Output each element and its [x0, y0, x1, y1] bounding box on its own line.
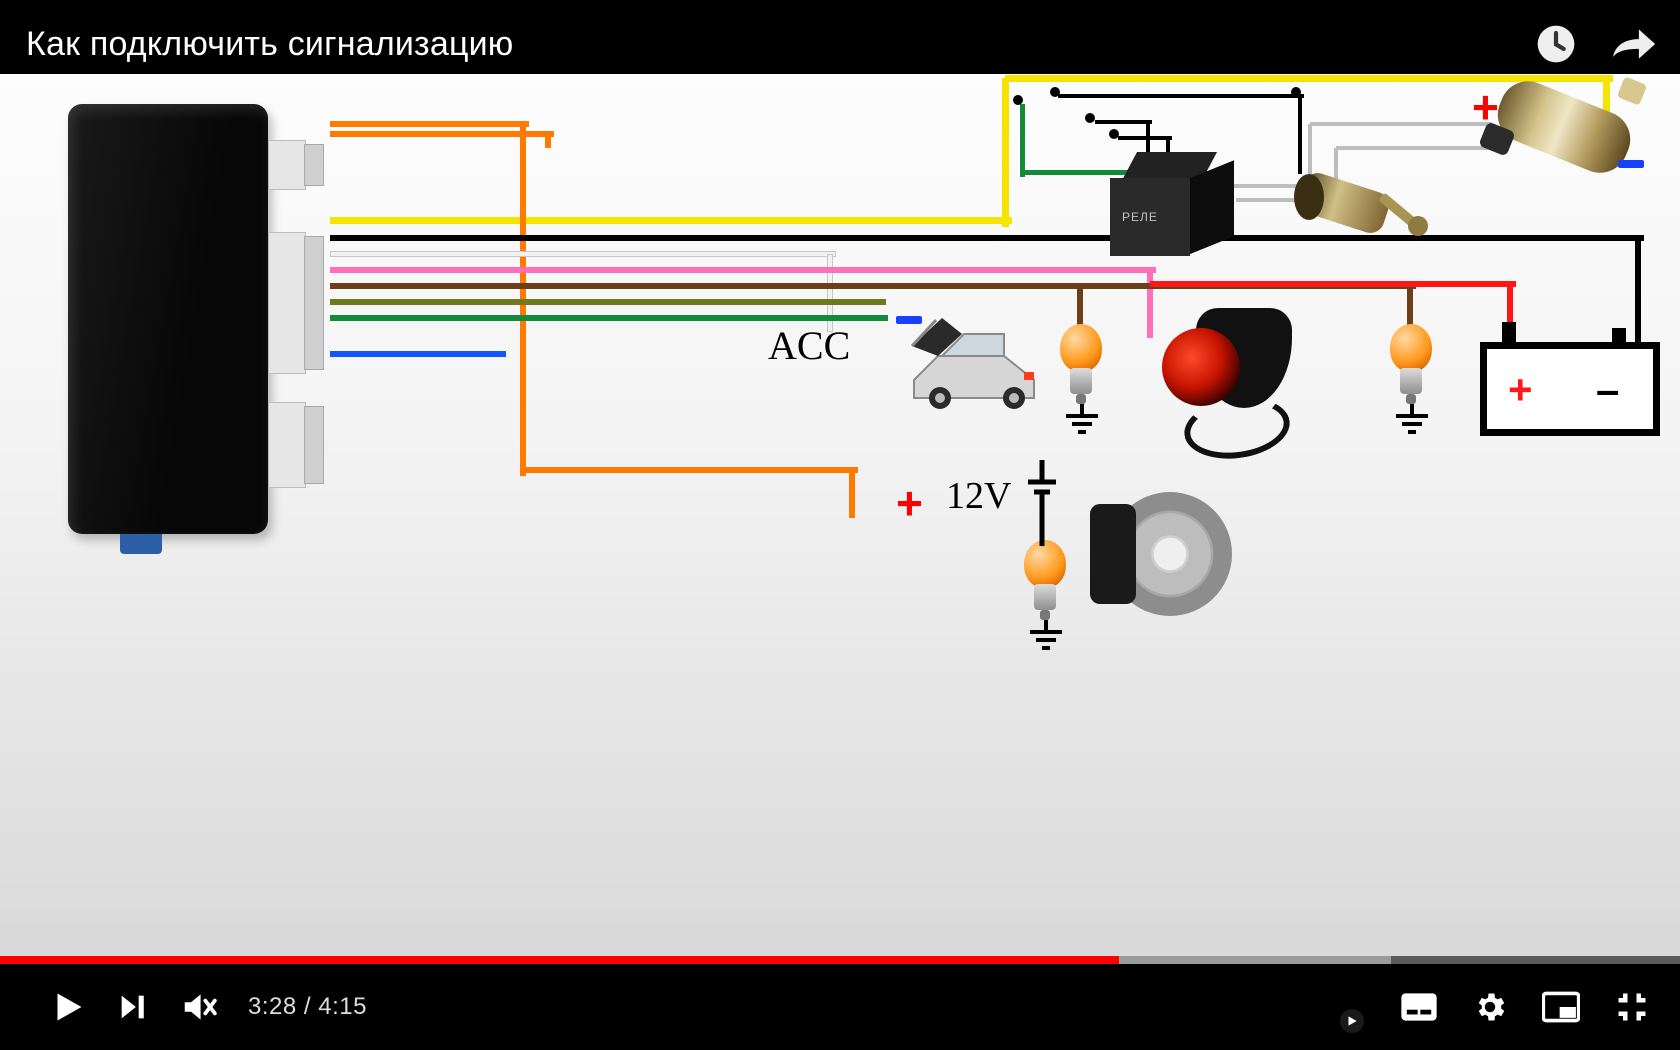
alarm-control-unit: [68, 104, 304, 554]
play-button[interactable]: [50, 989, 86, 1025]
mute-button[interactable]: [180, 988, 218, 1026]
time-duration: 4:15: [318, 993, 367, 1020]
watch-later-icon[interactable]: [1534, 22, 1578, 66]
wire-black-relay3-0: [1118, 136, 1172, 140]
wire-black-relay1-0: [1058, 94, 1304, 98]
ignition-switch: [1300, 164, 1420, 254]
captions-button[interactable]: [1400, 992, 1438, 1022]
siren: [1160, 302, 1310, 452]
video-frame: РЕЛЕ +– ACC 12V + +: [0, 74, 1680, 956]
time-current: 3:28: [248, 993, 297, 1020]
settings-button[interactable]: [1472, 989, 1508, 1025]
turn-bulb-left-ground: [1062, 404, 1102, 438]
wire-yellow-main-0: [330, 217, 1012, 224]
junction-node-3: [1291, 87, 1301, 97]
wire-black-main-0: [330, 235, 1644, 241]
wire-brown-a-0: [330, 283, 1086, 289]
exit-fullscreen-button[interactable]: [1614, 989, 1650, 1025]
miniplayer-button[interactable]: [1542, 991, 1580, 1023]
junction-node-0: [1050, 87, 1060, 97]
twelve-volt-node: [1022, 460, 1062, 560]
seek-played: [0, 956, 1119, 964]
wire-gray-ign-b-2: [1336, 146, 1492, 150]
minus-mark-coil: [1618, 160, 1644, 168]
turn-bulb-left: [1056, 324, 1106, 410]
wire-black-relay2-0: [1095, 120, 1152, 124]
ignition-coil: [1480, 70, 1650, 190]
junction-node-1: [1085, 113, 1095, 123]
wiring-diagram: РЕЛЕ +– ACC 12V + +: [0, 74, 1680, 956]
wire-orange-a-0: [330, 121, 529, 127]
wire-orange-b-0: [330, 131, 554, 137]
wire-orange-a-2: [523, 467, 858, 473]
next-button[interactable]: [116, 990, 150, 1024]
label-twelve_v: 12V: [946, 474, 1011, 518]
player-chrome: 3:28 / 4:15: [0, 956, 1680, 1050]
junction-node-4: [1013, 95, 1023, 105]
turn-bulb-right-ground: [1392, 404, 1432, 438]
brake-disc: [1090, 474, 1250, 634]
wire-red-batt-0: [1150, 281, 1516, 287]
battery: +–: [1480, 322, 1660, 432]
share-icon[interactable]: [1608, 22, 1660, 66]
wire-gray-ign-a-2: [1310, 122, 1492, 126]
turn-bulb-right: [1386, 324, 1436, 410]
time-display: 3:28 / 4:15: [248, 993, 367, 1021]
wire-black-relay1-1: [1298, 96, 1302, 174]
video-title: Как подключить сигнализацию: [26, 25, 514, 64]
wire-pink-main-0: [330, 267, 1156, 273]
relay: РЕЛЕ: [1110, 152, 1240, 262]
label-acc: ACC: [768, 322, 850, 369]
video-title-overlay: Как подключить сигнализацию: [0, 14, 1680, 74]
seek-bar[interactable]: [0, 956, 1680, 964]
wire-blue-short-0: [330, 351, 506, 357]
brake-bulb-ground: [1026, 620, 1066, 654]
plus-mark-coil: +: [1472, 80, 1499, 134]
junction-node-2: [1109, 129, 1119, 139]
letterbox-top: [0, 0, 1680, 14]
wire-green-relay-0: [1020, 104, 1025, 177]
wire-yellow-main-1: [1002, 78, 1009, 227]
car-trunk-icon: [906, 306, 1046, 416]
wire-green-main-0: [330, 315, 888, 321]
wire-orange-b-1: [545, 134, 551, 148]
plus-mark-12v: +: [896, 476, 923, 530]
seek-loaded: [1119, 956, 1391, 964]
wire-olive-dup-0: [330, 299, 886, 305]
minus-mark-acc: [896, 316, 922, 324]
wire-orange-a-3: [849, 470, 855, 518]
wire-white-main-0: [330, 251, 836, 257]
